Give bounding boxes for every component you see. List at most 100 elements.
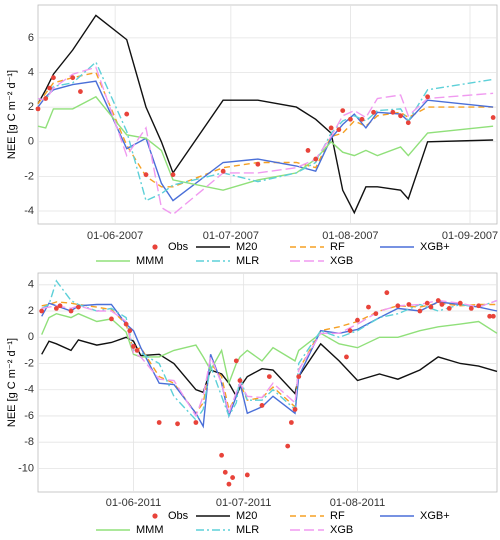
obs-point	[424, 300, 430, 306]
series-line	[41, 301, 497, 415]
obs-point	[406, 302, 412, 307]
plot-background	[37, 4, 498, 225]
series-line	[41, 312, 498, 386]
obs-point	[39, 308, 45, 314]
obs-point	[51, 75, 56, 81]
plot-area	[39, 279, 498, 487]
obs-point	[109, 316, 114, 322]
obs-point	[446, 306, 452, 311]
obs-point	[35, 106, 41, 112]
obs-point	[170, 172, 176, 178]
y-tick-label: 6	[28, 32, 34, 44]
legend-label: MMM	[136, 255, 164, 267]
obs-point	[78, 89, 83, 94]
obs-point	[340, 108, 346, 114]
legend-label: XGB	[330, 255, 353, 267]
obs-point	[313, 156, 319, 162]
obs-point	[285, 443, 291, 449]
obs-point	[123, 321, 129, 327]
y-tick-label: -2	[24, 357, 34, 369]
legend-label: XGB+	[420, 241, 450, 253]
obs-point	[175, 421, 180, 427]
obs-point	[490, 313, 496, 319]
obs-point	[355, 317, 360, 323]
y-tick-label: -8	[24, 436, 34, 448]
y-axis-title: NEE [g C m⁻² d⁻¹]	[6, 70, 18, 159]
obs-point	[373, 311, 379, 317]
obs-point	[457, 300, 463, 306]
obs-point	[395, 303, 401, 309]
obs-point	[43, 96, 49, 101]
x-tick-label: 01-07-2007	[203, 230, 259, 242]
legend-label: MMM	[136, 524, 164, 536]
obs-point	[490, 115, 496, 120]
obs-point	[398, 113, 403, 119]
obs-point	[53, 306, 59, 311]
y-tick-label: -4	[24, 384, 34, 396]
obs-point	[328, 125, 334, 131]
y-tick-label: -2	[24, 170, 34, 182]
chart-panel: -4 -2 0 2 4 6 01-06-2007 01-07-2007 01-08-2007 01…	[6, 4, 498, 267]
obs-point	[288, 420, 294, 425]
obs-point	[244, 472, 250, 478]
obs-point	[359, 116, 365, 122]
obs-point	[336, 127, 342, 133]
obs-point	[143, 172, 149, 178]
obs-point	[220, 168, 226, 174]
obs-point	[292, 406, 298, 412]
obs-point	[131, 344, 136, 349]
obs-point	[305, 148, 311, 153]
obs-point	[439, 302, 445, 307]
x-tick-label: 01-09-2007	[442, 230, 498, 242]
obs-point	[233, 358, 239, 364]
obs-point	[57, 303, 63, 309]
y-tick-label: 0	[28, 331, 34, 343]
y-tick-label: -10	[18, 462, 34, 474]
series-line	[41, 279, 498, 422]
legend-label: RF	[330, 241, 345, 253]
chart-panel: -10 -8 -6 -4 -2 0 2 4 01-06-2011 01-07-2011 01-08-…	[6, 272, 498, 536]
series-line	[37, 95, 494, 191]
y-tick-label: 2	[28, 101, 34, 113]
obs-point	[68, 308, 74, 314]
series-line	[37, 80, 494, 202]
series-line	[41, 336, 498, 398]
legend-marker	[152, 513, 158, 519]
obs-point	[405, 120, 411, 126]
x-tick-label: 01-08-2007	[322, 230, 378, 242]
obs-point	[127, 328, 133, 334]
legend-label: M20	[236, 510, 257, 522]
legend-label: XGB+	[420, 510, 450, 522]
obs-point	[296, 374, 302, 379]
obs-point	[366, 304, 371, 310]
obs-point	[417, 308, 423, 314]
legend-marker	[152, 244, 158, 250]
obs-point	[255, 161, 261, 167]
legend-label: MLR	[236, 524, 259, 536]
obs-point	[390, 109, 396, 115]
obs-point	[193, 420, 199, 425]
y-tick-label: 4	[28, 279, 34, 291]
plot-background	[37, 272, 498, 493]
y-axis-title: NEE [g C m⁻² d⁻¹]	[6, 338, 18, 427]
y-tick-label: 2	[28, 305, 34, 317]
obs-point	[487, 313, 493, 319]
legend-label: M20	[236, 241, 257, 253]
obs-point	[134, 347, 140, 353]
obs-point	[428, 304, 434, 310]
legend: Obs M20 RF XGB+ MMM MLR XGB	[96, 510, 450, 536]
x-tick-label: 01-06-2007	[87, 230, 143, 242]
obs-point	[266, 374, 272, 379]
obs-point	[259, 403, 265, 408]
obs-point	[371, 109, 376, 115]
obs-point	[156, 420, 162, 425]
obs-point	[435, 298, 441, 303]
legend-label: RF	[330, 510, 345, 522]
obs-point	[476, 303, 482, 309]
legend-label: Obs	[168, 241, 189, 253]
obs-point	[348, 116, 353, 122]
obs-point	[222, 469, 228, 475]
legend: Obs M20 RF XGB+ MMM MLR XGB	[96, 241, 450, 267]
obs-point	[124, 111, 130, 117]
series-line	[41, 301, 498, 429]
